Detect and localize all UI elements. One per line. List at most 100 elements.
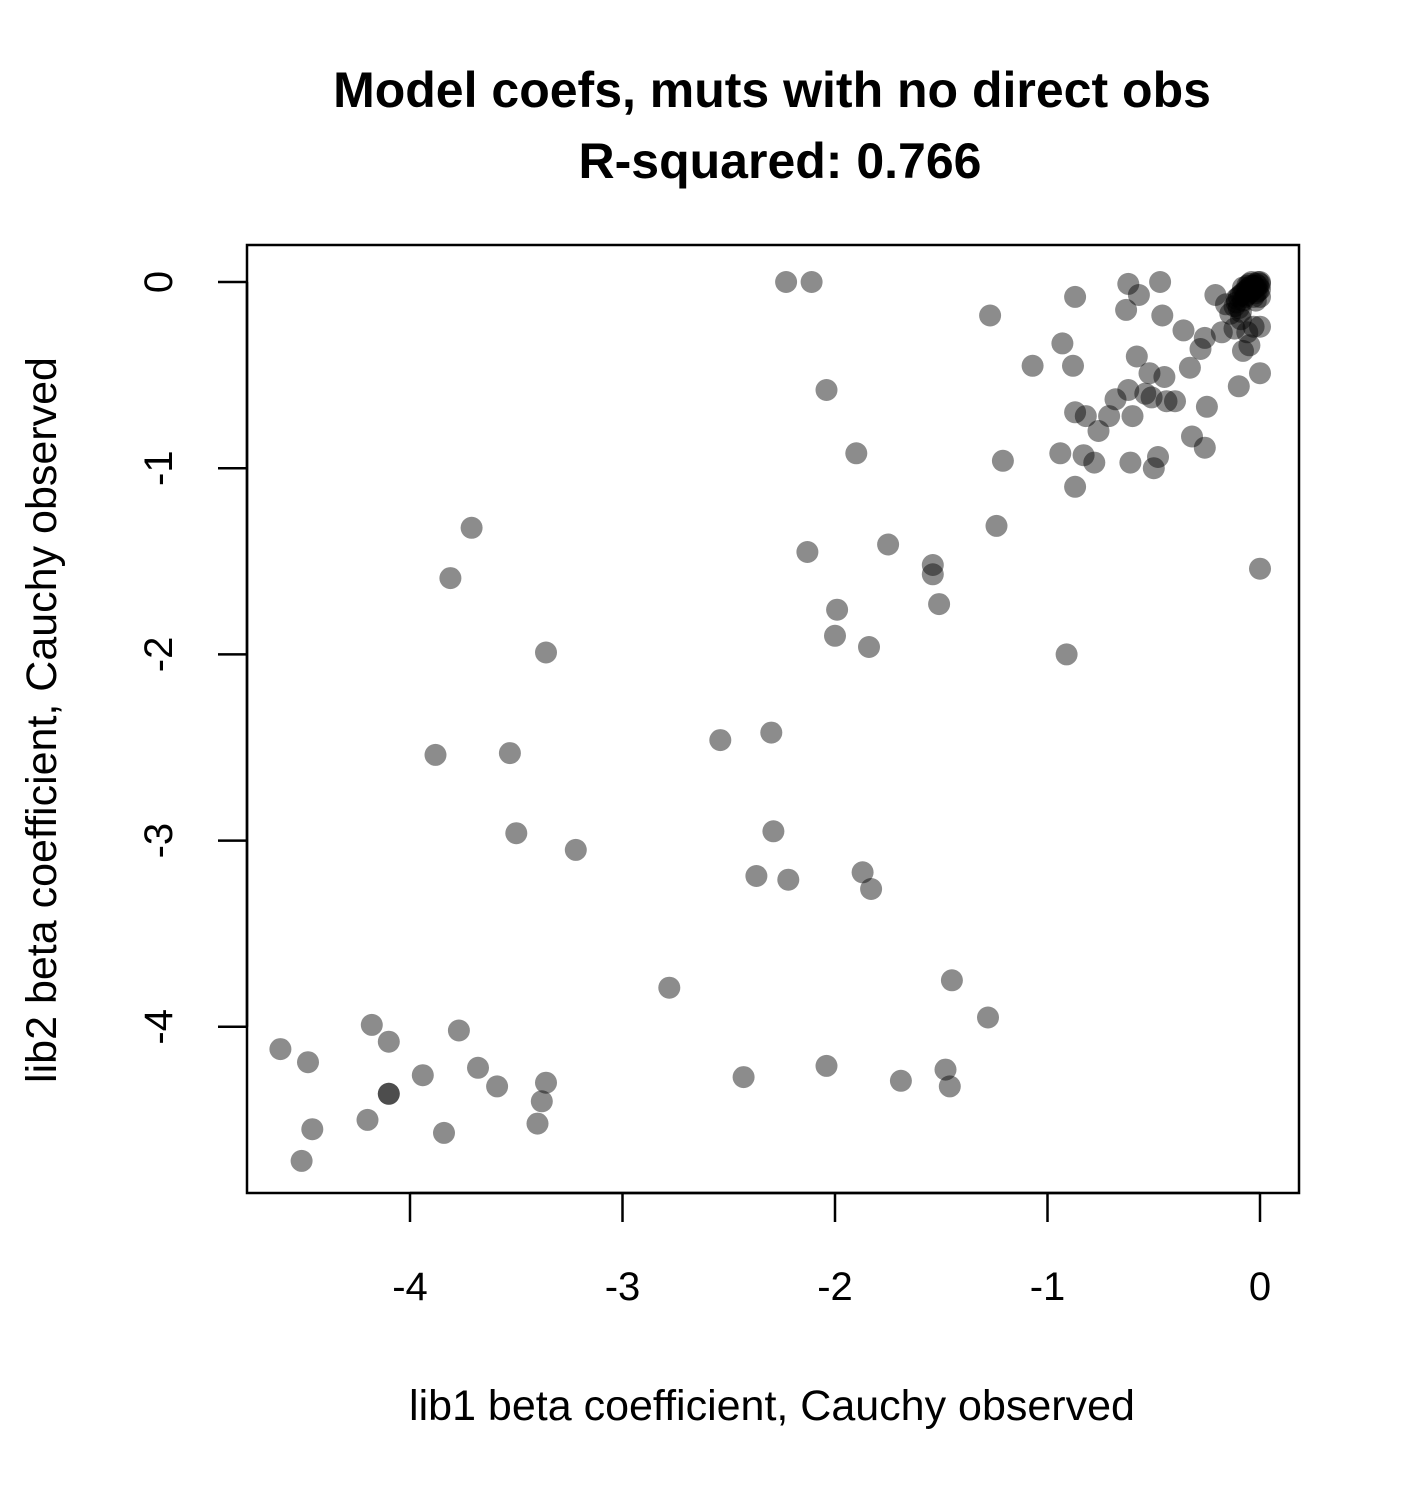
data-point — [1225, 291, 1248, 314]
data-point — [1064, 401, 1087, 424]
x-tick-label: -4 — [392, 1265, 428, 1309]
data-point — [526, 1112, 549, 1135]
data-point — [1240, 274, 1263, 297]
data-point — [1215, 293, 1237, 316]
data-point — [1242, 285, 1265, 308]
y-tick-label: -4 — [137, 1009, 181, 1045]
data-point — [1236, 274, 1259, 297]
data-point — [1064, 285, 1087, 308]
data-point — [1172, 319, 1195, 342]
y-tick-label: -3 — [137, 823, 181, 859]
data-point — [1246, 280, 1269, 303]
data-point — [928, 593, 951, 616]
data-point — [1244, 272, 1267, 295]
data-point — [732, 1066, 755, 1089]
data-point — [1249, 362, 1271, 385]
data-point — [467, 1056, 489, 1079]
data-point — [535, 641, 557, 664]
data-point — [411, 1064, 434, 1087]
data-point — [1238, 282, 1261, 305]
data-point — [297, 1051, 319, 1074]
data-point — [921, 554, 944, 576]
data-point — [1083, 451, 1106, 474]
data-point — [1117, 272, 1140, 295]
data-point — [356, 1108, 379, 1131]
data-point — [1115, 298, 1138, 321]
data-point — [1232, 339, 1254, 362]
data-point — [824, 624, 846, 647]
data-point — [1219, 302, 1242, 325]
data-point — [1229, 284, 1252, 306]
data-point — [845, 442, 868, 465]
data-point — [979, 304, 1002, 327]
data-point — [1249, 315, 1271, 338]
data-point — [762, 820, 785, 843]
data-point — [851, 861, 874, 884]
data-point — [991, 449, 1014, 472]
x-tick-label: -2 — [817, 1265, 853, 1309]
data-point — [360, 1013, 383, 1036]
data-point — [1181, 425, 1203, 448]
data-point — [1238, 272, 1261, 295]
data-point — [1119, 451, 1142, 474]
data-point — [1155, 390, 1178, 413]
data-point — [1195, 395, 1218, 418]
data-point — [1127, 284, 1150, 306]
data-point — [858, 636, 880, 658]
data-point — [1249, 285, 1271, 308]
data-point — [1164, 390, 1186, 413]
data-points — [269, 271, 1271, 1172]
data-point — [1229, 308, 1252, 331]
chart-title: Model coefs, muts with no direct obs — [333, 62, 1211, 118]
data-point — [815, 1054, 838, 1077]
chart-subtitle: R-squared: 0.766 — [579, 133, 982, 189]
data-point — [1087, 420, 1110, 442]
data-point — [938, 1075, 961, 1098]
data-point — [1051, 332, 1074, 355]
data-point — [1021, 354, 1044, 377]
x-axis-label: lib1 beta coefficient, Cauchy observed — [409, 1382, 1135, 1430]
data-point — [860, 878, 883, 900]
data-point — [921, 563, 944, 586]
data-point — [377, 1030, 400, 1053]
data-point — [1193, 436, 1216, 459]
data-point — [1117, 379, 1140, 401]
data-point — [1134, 382, 1157, 405]
data-point — [658, 976, 681, 999]
data-point — [1098, 405, 1121, 428]
data-point — [775, 271, 798, 293]
data-point — [460, 516, 483, 539]
data-point — [1236, 278, 1259, 301]
data-point — [1178, 356, 1201, 379]
data-point — [745, 865, 768, 887]
data-point — [1125, 345, 1148, 368]
data-point — [1234, 280, 1257, 303]
data-point — [269, 1038, 292, 1061]
data-point — [1240, 280, 1263, 303]
data-point — [760, 721, 783, 744]
data-point — [1223, 317, 1246, 340]
data-point — [1151, 304, 1174, 327]
data-point — [1062, 354, 1084, 377]
data-point — [985, 514, 1008, 537]
data-point — [530, 1090, 553, 1113]
data-point — [1249, 278, 1271, 301]
data-point — [1232, 276, 1254, 299]
data-point — [1153, 366, 1176, 388]
data-point — [1249, 272, 1271, 295]
data-point — [433, 1121, 455, 1144]
data-point — [486, 1075, 509, 1098]
data-point — [290, 1149, 313, 1172]
data-point — [709, 729, 732, 752]
data-point — [1121, 405, 1144, 428]
data-point — [1229, 300, 1252, 323]
data-point — [505, 822, 528, 845]
data-point — [1246, 274, 1269, 297]
data-point — [1249, 557, 1271, 580]
data-point — [1227, 285, 1250, 308]
data-point — [1236, 284, 1259, 306]
data-point — [1232, 289, 1254, 312]
data-point — [1189, 338, 1212, 360]
data-point — [1142, 457, 1165, 480]
